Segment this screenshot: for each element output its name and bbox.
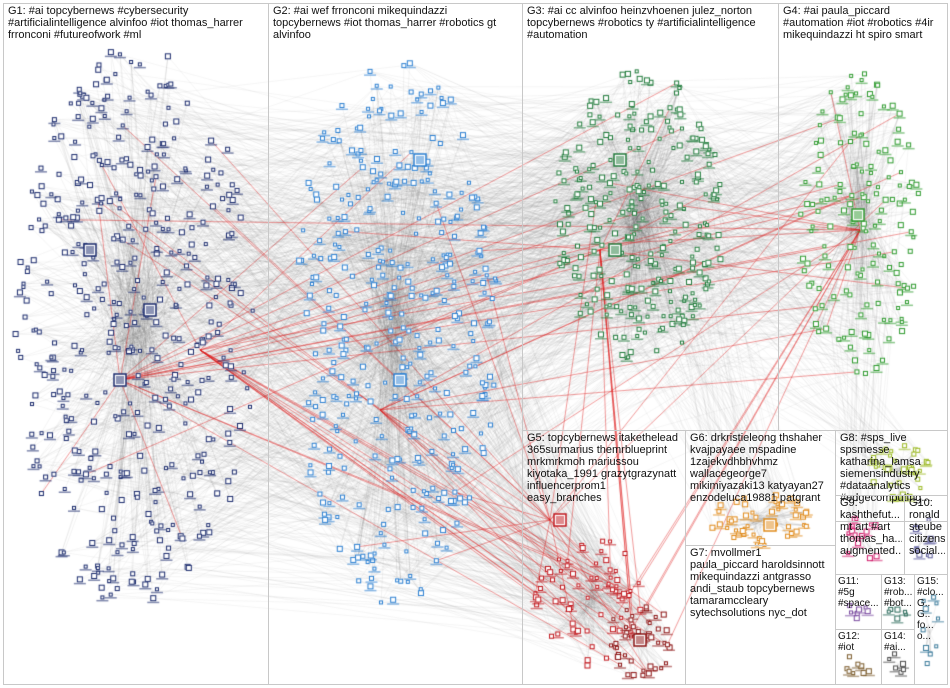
group-box-g4: G4: #ai paula_piccard #automation #iot #… [778, 3, 948, 431]
group-label-g11: G11: #5g #space... [838, 576, 879, 609]
group-box-g3: G3: #ai cc alvinfoo heinzvhoenen julez_n… [522, 3, 779, 431]
group-box-g5: G5: topcybernews itakethelead 365surmari… [522, 430, 686, 685]
group-box-g15: G15: #clo... G.. G.. fo... o... [914, 574, 948, 685]
group-label-g13: G13: #rob... #bot... [884, 576, 912, 609]
group-box-g14: G14: #ai... [881, 629, 915, 685]
group-label-g8: G8: #sps_live spsmesse katharina_lamsa s… [840, 432, 931, 504]
group-box-g2: G2: #ai wef frronconi mikequindazzi topc… [268, 3, 523, 685]
group-label-g12: G12: #iot [838, 631, 860, 653]
group-box-g7: G7: mvollmer1 paula_piccard haroldsinnot… [685, 545, 836, 685]
group-label-g5: G5: topcybernews itakethelead 365surmari… [527, 432, 679, 504]
group-box-g9: G9: kashthefut... mt art #art thomas_ha.… [835, 495, 905, 575]
group-label-g9: G9: kashthefut... mt art #art thomas_ha.… [840, 497, 902, 557]
group-box-g12: G12: #iot [835, 629, 882, 685]
group-label-g7: G7: mvollmer1 paula_piccard haroldsinnot… [690, 547, 825, 619]
group-label-g2: G2: #ai wef frronconi mikequindazzi topc… [273, 5, 497, 41]
group-box-g13: G13: #rob... #bot... [881, 574, 915, 630]
group-label-g10: G10: ronald steube citizens social... [909, 497, 945, 557]
group-box-g6: G6: drkristieleong thshaher kvajpayaee m… [685, 430, 836, 546]
group-label-g3: G3: #ai cc alvinfoo heinzvhoenen julez_n… [527, 5, 756, 41]
group-label-g1: G1: #ai topcybernews #cybersecurity #art… [8, 5, 243, 41]
group-label-g6: G6: drkristieleong thshaher kvajpayaee m… [690, 432, 824, 504]
group-label-g14: G14: #ai... [884, 631, 906, 653]
group-box-g10: G10: ronald steube citizens social... [904, 495, 948, 575]
group-box-g1: G1: #ai topcybernews #cybersecurity #art… [3, 3, 269, 685]
group-box-g11: G11: #5g #space... [835, 574, 882, 630]
group-label-g4: G4: #ai paula_piccard #automation #iot #… [783, 5, 934, 41]
group-label-g15: G15: #clo... G.. G.. fo... o... [917, 576, 944, 642]
